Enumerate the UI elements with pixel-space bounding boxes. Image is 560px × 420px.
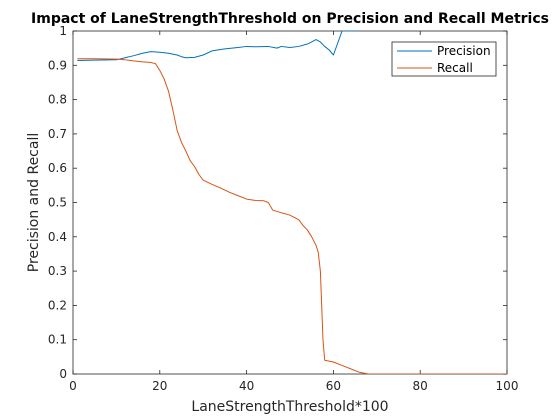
x-tick-label: 0 [69,379,77,393]
legend-label-recall: Recall [437,61,473,75]
y-axis: 0 0.1 0.2 0.3 0.4 0.5 0.6 0.7 0.8 0.9 1 [48,24,507,381]
series-line-recall [77,58,507,374]
x-tick-label: 20 [152,379,167,393]
legend-box [391,41,497,77]
legend-label-precision: Precision [437,44,491,58]
y-tick-label: 0.8 [48,93,67,107]
y-tick-label: 0.1 [48,333,67,347]
chart-title: Impact of LaneStrengthThreshold on Preci… [31,11,549,27]
y-tick-label: 0.9 [48,58,67,72]
y-tick-label: 0.2 [48,298,67,312]
plot-area: 0 20 40 60 80 100 0 0.1 0.2 0.3 0.4 0.5 0.6 0.7 0.8 0.… [48,24,519,393]
y-tick-label: 0.6 [48,161,67,175]
x-tick-label: 80 [413,379,428,393]
y-tick-label: 0.7 [48,127,67,141]
y-tick-label: 1 [59,24,67,38]
y-tick-label: 0.3 [48,264,67,278]
y-axis-label: Precision and Recall [26,133,42,272]
y-tick-label: 0 [59,367,67,381]
x-tick-label: 40 [239,379,254,393]
axes-box [72,30,508,375]
legend: Precision Recall [391,41,497,77]
y-tick-label: 0.4 [48,230,67,244]
x-tick-label: 100 [496,379,519,393]
series-lines [77,31,507,374]
y-tick-label: 0.5 [48,196,67,210]
series-line-precision [77,31,360,61]
x-axis-label: LaneStrengthThreshold*100 [191,399,388,415]
x-axis: 0 20 40 60 80 100 [69,31,518,393]
x-tick-label: 60 [326,379,341,393]
